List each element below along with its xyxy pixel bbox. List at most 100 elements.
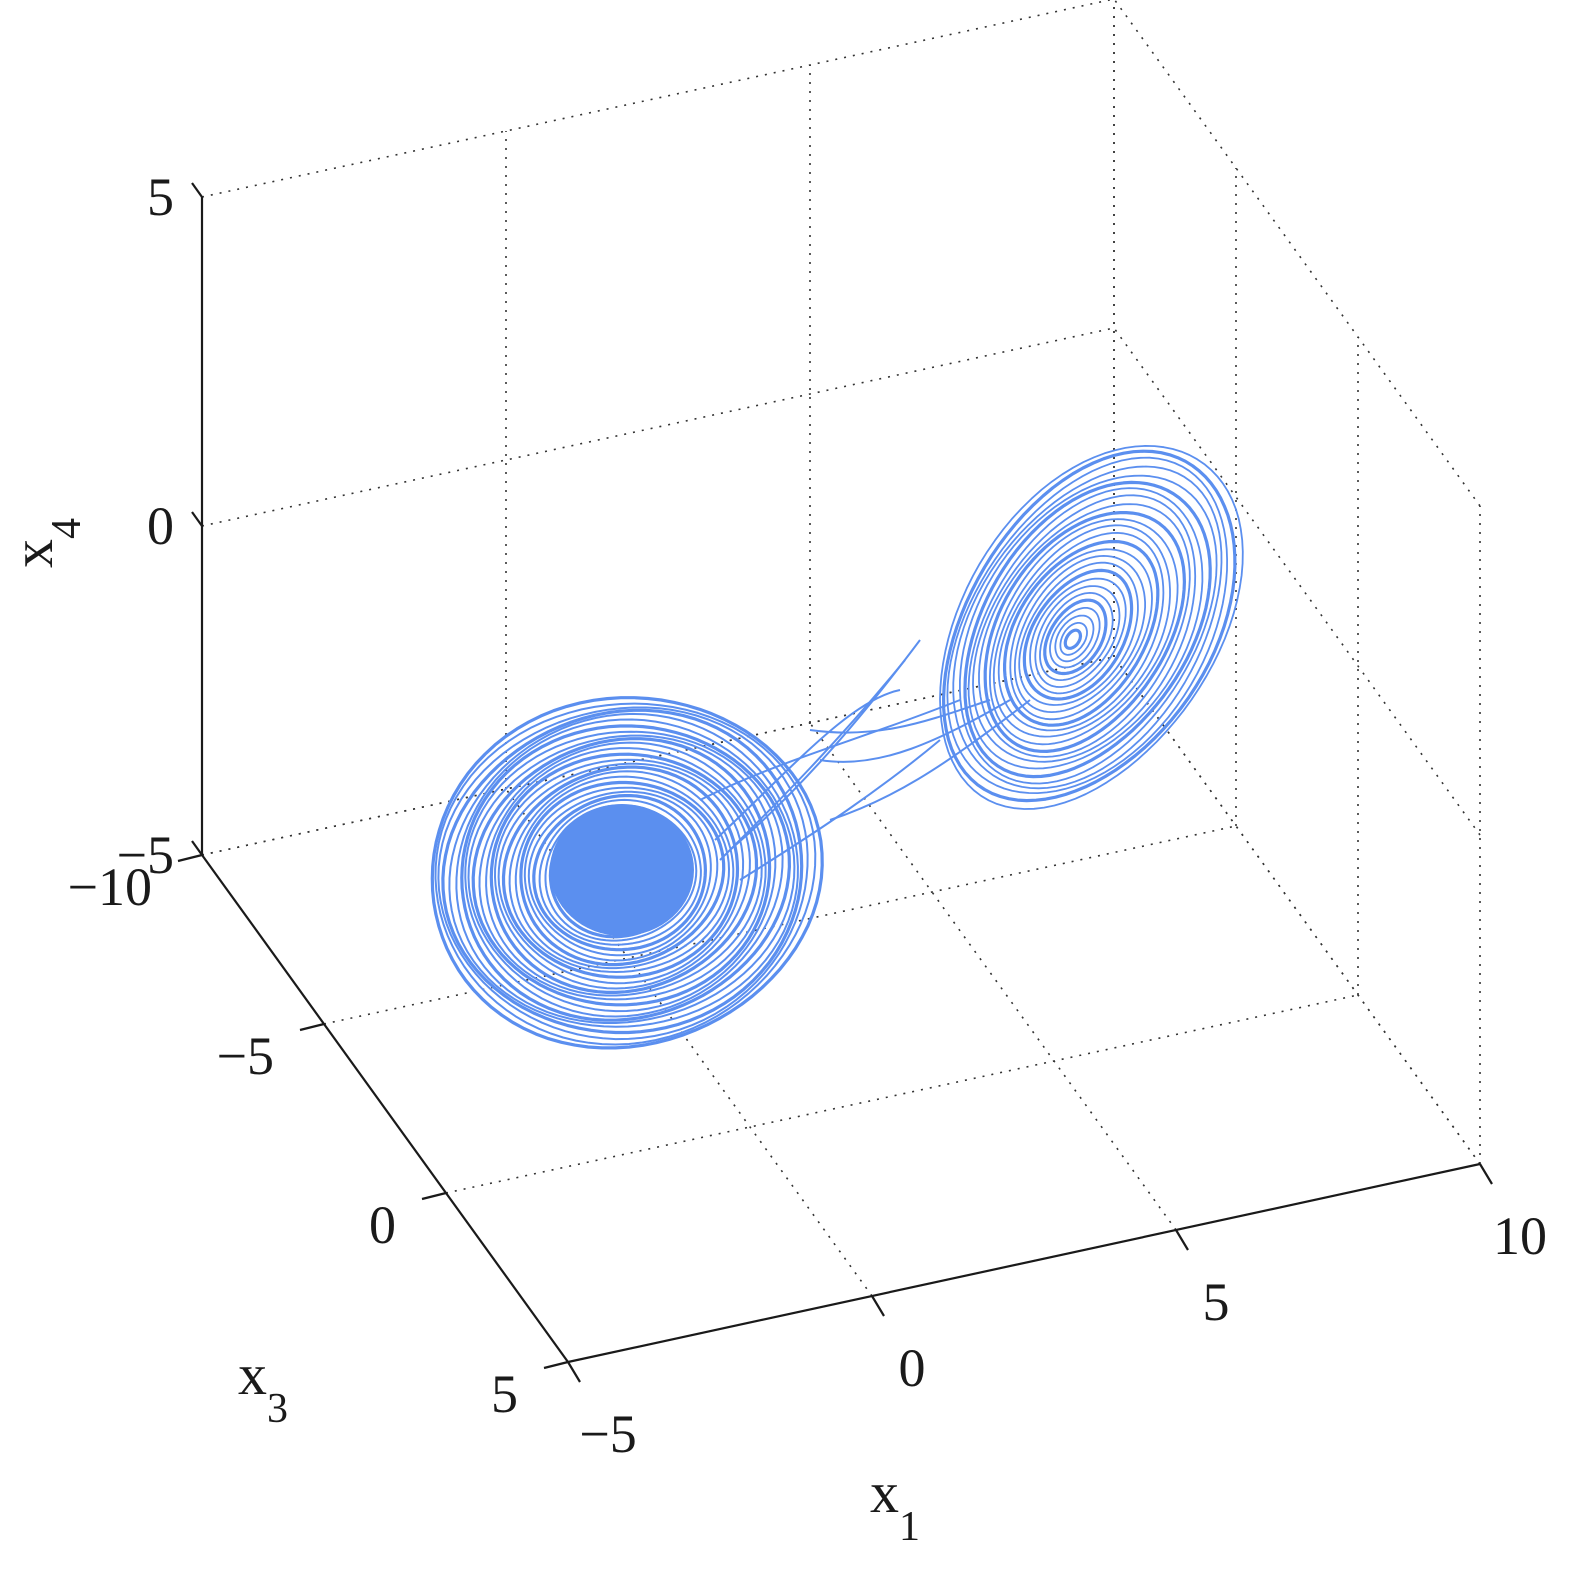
- x3-tick-label-2: 0: [369, 1195, 396, 1255]
- trajectory-loop-upper-1: [1059, 622, 1088, 656]
- trajectory-loop-upper-8: [1022, 568, 1134, 701]
- x3-tick-label-0: −10: [68, 857, 152, 917]
- trajectory-loop-upper-6: [1034, 585, 1121, 688]
- grid-line-x4-back-1: [201, 327, 1115, 527]
- trajectory-core-lower: [550, 804, 694, 936]
- x3-tick-3: [543, 1360, 569, 1370]
- trajectory-loop-upper-10: [1014, 555, 1146, 713]
- x1-axis-label: x1: [870, 1460, 920, 1550]
- trajectory-loop-lower-31: [437, 706, 809, 1041]
- trajectory-loop-upper-20: [963, 480, 1212, 779]
- x4-tick-label-2: 5: [147, 167, 174, 227]
- x1-tick-label-2: 5: [1203, 1272, 1230, 1332]
- trajectory-loop-upper-22: [952, 465, 1223, 790]
- trajectory-loop-upper-24: [942, 449, 1237, 803]
- x1-tick-3: [1479, 1163, 1493, 1185]
- trajectory-loop-upper-13: [997, 532, 1165, 732]
- trajectory-loop-upper-0: [1063, 628, 1083, 650]
- trajectory-loop-upper-14: [992, 524, 1171, 738]
- trajectory-loop-upper-16: [983, 511, 1186, 753]
- trajectory-loop-upper-2: [1054, 614, 1095, 663]
- x3-tick-label-1: −5: [217, 1026, 274, 1086]
- trajectory-strand-3: [739, 739, 941, 881]
- trajectory-loop-upper-3: [1049, 607, 1101, 669]
- trajectory-loop-upper-19: [967, 487, 1204, 770]
- x4-axis-label-main: x: [0, 539, 65, 568]
- x4-axis-label-group: x4: [0, 518, 90, 568]
- trajectory-loop-upper-18: [972, 494, 1197, 763]
- x4-tick-2: [191, 182, 203, 198]
- x3-axis-label: x3: [238, 1342, 288, 1432]
- trajectory-loop-lower-33: [430, 696, 824, 1050]
- trajectory: [430, 445, 1244, 1050]
- trajectory-loop-lower-32: [434, 702, 817, 1046]
- trajectory-loop-lower-25: [467, 734, 777, 1013]
- trajectory-loop-lower-20: [494, 758, 751, 990]
- trajectory-loop-lower-24: [471, 737, 772, 1007]
- grid-lines: [201, 0, 1481, 1363]
- trajectory-loop-lower-11: [538, 798, 702, 946]
- x1-tick-1: [871, 1295, 885, 1317]
- trajectory-strand-2: [714, 689, 901, 841]
- trajectory-loop-upper-9: [1018, 561, 1139, 706]
- trajectory-loop-lower-30: [441, 708, 804, 1035]
- x3-axis-label-main: x: [238, 1342, 267, 1407]
- tick-marks: [177, 182, 1493, 1383]
- x3-tick-0: [177, 853, 203, 863]
- trajectory-loop-lower-14: [523, 786, 719, 962]
- trajectory-loop-upper-23: [946, 456, 1228, 794]
- trajectory-loop-upper-17: [978, 503, 1191, 758]
- trajectory-strand-6: [819, 699, 1011, 763]
- trajectory-loop-lower-28: [455, 718, 796, 1024]
- trajectory-loop-lower-29: [448, 712, 799, 1028]
- x1-tick-label-0: −5: [579, 1404, 636, 1464]
- x1-axis: [567, 1162, 1481, 1364]
- x1-tick-label-3: 10: [1493, 1206, 1547, 1266]
- trajectory-loop-upper-21: [959, 474, 1218, 785]
- x3-axis-label-sub: 3: [267, 1386, 288, 1432]
- grid-line-x1-floor-2: [809, 722, 1177, 1231]
- x4-tick-1: [191, 511, 203, 527]
- trajectory-loop-upper-25: [939, 445, 1244, 810]
- trajectory-loop-lower-19: [497, 762, 745, 985]
- x4-tick-label-0: −5: [117, 825, 174, 885]
- trajectory-loop-lower-13: [527, 790, 712, 957]
- trajectory-loop-lower-23: [478, 741, 767, 1001]
- x1-tick-label-1: 0: [899, 1338, 926, 1398]
- x3-tick-2: [421, 1191, 447, 1201]
- x1-axis-label-sub: 1: [899, 1504, 920, 1550]
- trajectory-loop-lower-12: [532, 794, 707, 952]
- trajectory-loop-upper-11: [1009, 548, 1153, 721]
- axes: [200, 197, 1481, 1364]
- x1-axis-label-main: x: [870, 1460, 899, 1525]
- x3-tick-label-3: 5: [491, 1364, 518, 1424]
- trajectory-loop-upper-15: [989, 518, 1179, 746]
- x4-axis-label: x4: [0, 518, 90, 568]
- x1-tick-2: [1175, 1229, 1189, 1251]
- trajectory-loop-lower-17: [508, 770, 735, 973]
- trajectory-loop-lower-22: [485, 747, 763, 997]
- trajectory-loop-upper-7: [1029, 577, 1127, 695]
- trajectory-loop-lower-27: [460, 724, 791, 1022]
- x3-axis: [201, 854, 569, 1363]
- trajectory-strand-1: [729, 639, 921, 851]
- grid-line-x4-side-0: [1113, 656, 1481, 1165]
- trajectory-loop-lower-16: [514, 775, 730, 970]
- trajectory-loop-lower-21: [489, 752, 759, 994]
- trajectory-loop-lower-15: [519, 780, 726, 967]
- x4-tick-label-1: 0: [147, 496, 174, 556]
- trajectory-loop-lower-26: [464, 730, 784, 1018]
- grid-line-x4-back-2: [201, 0, 1114, 198]
- x4-tick-0: [191, 840, 203, 856]
- x4-axis-label-sub: 4: [44, 518, 90, 539]
- trajectory-loop-lower-18: [501, 765, 740, 979]
- x3-tick-1: [299, 1022, 325, 1032]
- trajectory-strand-4: [699, 699, 961, 801]
- trajectory-loop-upper-12: [1003, 539, 1160, 727]
- trajectory-strand-7: [829, 699, 1031, 821]
- grid-line-x4-side-2: [1113, 0, 1481, 507]
- trajectory-loop-upper-5: [1039, 592, 1114, 681]
- trajectory-loop-upper-4: [1043, 598, 1108, 676]
